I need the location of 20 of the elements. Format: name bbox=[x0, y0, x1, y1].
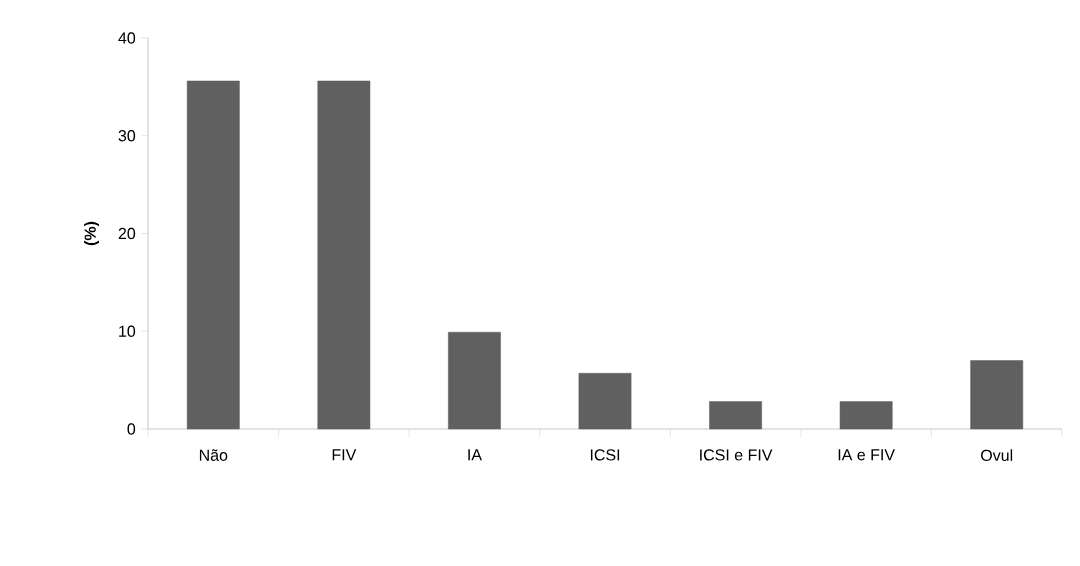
bar bbox=[709, 401, 762, 430]
x-tick-label: ICSI bbox=[590, 449, 620, 461]
bar bbox=[317, 80, 371, 430]
bar bbox=[970, 360, 1024, 430]
x-tick-label: FIV bbox=[332, 449, 357, 461]
bar bbox=[448, 331, 501, 430]
y-tick-label: 20 bbox=[118, 227, 136, 240]
y-tick-label: 30 bbox=[118, 130, 136, 142]
bar bbox=[578, 373, 632, 430]
bar bbox=[186, 80, 240, 430]
x-tick-label: Não bbox=[199, 449, 228, 461]
y-tick-label: 10 bbox=[119, 325, 136, 337]
x-tick-label: IA bbox=[468, 449, 482, 461]
x-tick-label: Ovul bbox=[981, 449, 1013, 461]
x-tick-label: ICSI e FIV bbox=[700, 449, 773, 461]
bar bbox=[839, 401, 893, 430]
y-tick-label: 40 bbox=[118, 32, 136, 44]
y-tick-label: 0 bbox=[127, 423, 136, 435]
x-tick-label: IA e FIV bbox=[838, 449, 895, 461]
y-axis-title: (%) bbox=[84, 221, 100, 246]
